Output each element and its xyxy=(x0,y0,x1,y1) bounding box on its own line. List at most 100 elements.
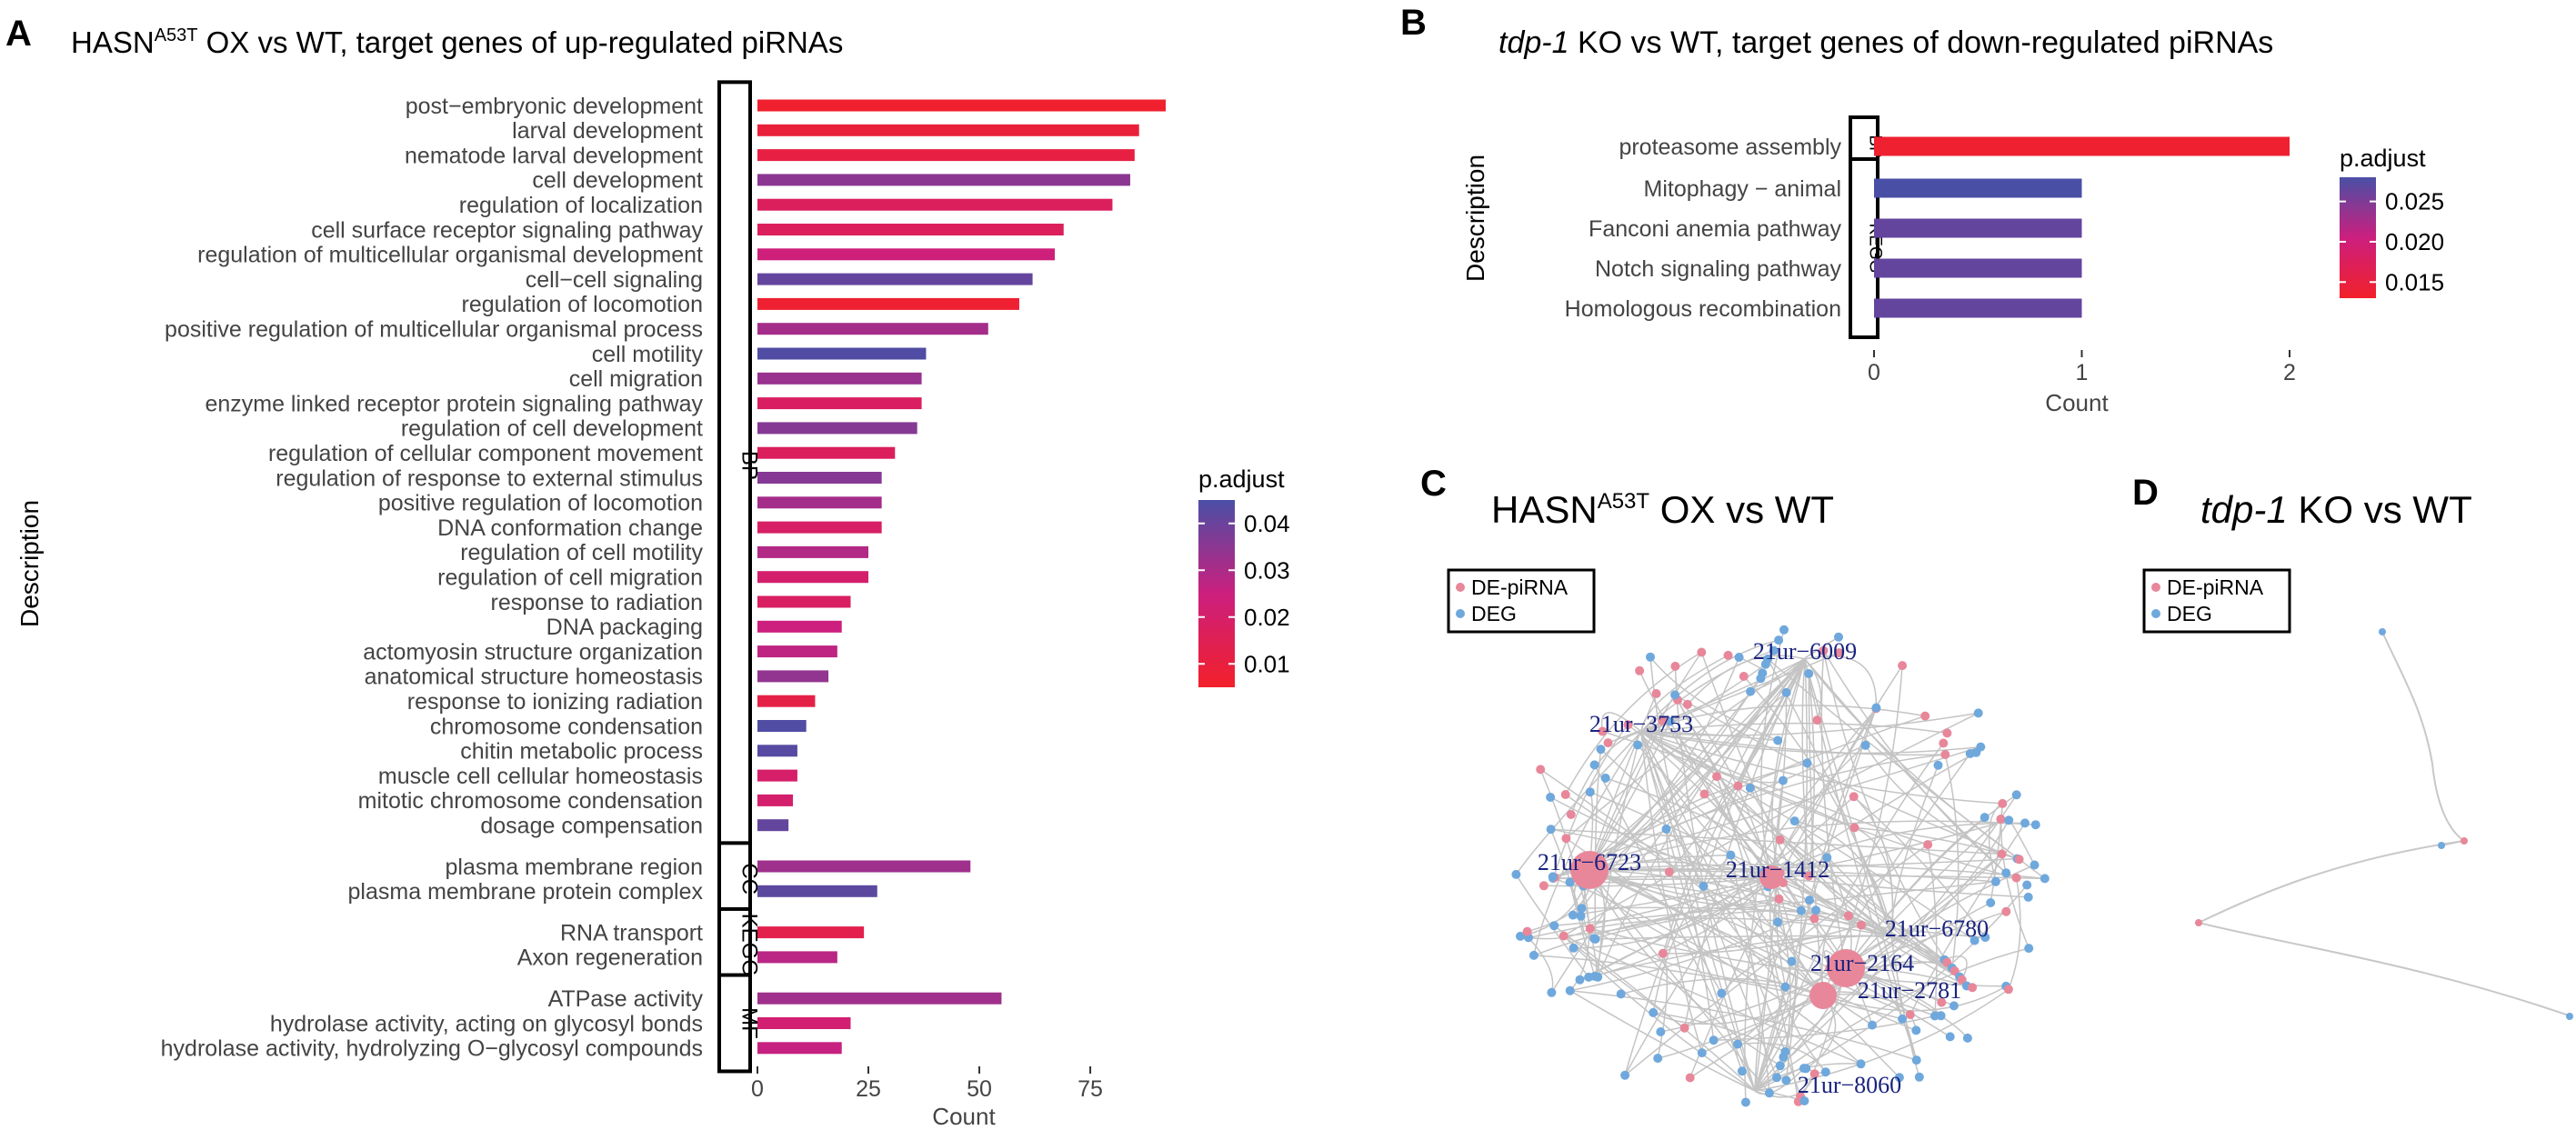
network-edge xyxy=(1804,655,1878,709)
pirna-node xyxy=(1522,926,1532,936)
deg-node xyxy=(1697,1048,1707,1058)
network-edge xyxy=(1640,731,1769,887)
deg-node xyxy=(1746,686,1756,696)
category-label: Mitophagy − animal xyxy=(1644,176,1841,202)
pirna-node xyxy=(1920,711,1930,721)
deg-node xyxy=(1511,869,1521,879)
category-label: proteasome assembly xyxy=(1619,135,1841,160)
deg-node xyxy=(1822,853,1832,863)
deg-node xyxy=(1717,988,1727,998)
bar-a-0-18 xyxy=(757,545,869,558)
hub-label: 21ur−6780 xyxy=(1885,915,1989,942)
bar-a-0-24 xyxy=(757,695,816,707)
deg-node xyxy=(1547,987,1557,997)
category-label: actomyosin structure organization xyxy=(363,639,703,665)
deg-node xyxy=(1799,1096,1809,1105)
bar-a-0-2 xyxy=(757,149,1135,162)
network-edge xyxy=(1600,712,1642,733)
deg-node xyxy=(1929,1011,1940,1021)
deg-node xyxy=(1820,1067,1830,1077)
deg-node xyxy=(1949,1001,1959,1011)
panel-c-letter: C xyxy=(1420,464,1447,504)
panel-b: B tdp-1 KO vs WT, target genes of down-r… xyxy=(1400,3,2444,416)
pirna-node xyxy=(1998,798,2008,808)
network-edge xyxy=(1533,898,1779,956)
panel-c-legend: DE-piRNA DEG xyxy=(1447,568,1596,634)
network-edge xyxy=(1572,876,1772,916)
network-edge xyxy=(1563,872,1781,937)
bar-a-0-26 xyxy=(757,745,797,757)
bar-a-0-17 xyxy=(757,521,882,534)
group-strip-box xyxy=(717,973,752,1074)
pirna-node xyxy=(1939,738,1949,748)
group-strip-box xyxy=(1849,157,1879,339)
panel-d-network xyxy=(2195,628,2573,1020)
network-edge xyxy=(1854,826,1894,937)
panel-d-legend-deg-label: DEG xyxy=(2167,602,2212,625)
network-edge xyxy=(1569,881,1861,1065)
pirna-node xyxy=(1598,726,1608,736)
legend-tick-label: 0.02 xyxy=(1244,604,1290,631)
panel-d-legend-deg-dot xyxy=(2151,609,2160,618)
category-label: cell development xyxy=(532,168,703,194)
deg-node xyxy=(1778,775,1788,785)
category-label: hydrolase activity, acting on glycosyl b… xyxy=(270,1011,703,1036)
network-edge xyxy=(1737,935,1892,1045)
pirna-node xyxy=(1834,648,1844,658)
pirna-node xyxy=(2011,873,2021,883)
panel-d-legend-pirna-label: DE-piRNA xyxy=(2167,575,2264,599)
network-edge xyxy=(1552,745,1981,878)
bar-a-0-20 xyxy=(757,595,851,608)
network-edge xyxy=(1770,752,1977,878)
deg-node xyxy=(1646,652,1655,662)
pirna-node xyxy=(1679,1023,1689,1033)
deg-node xyxy=(2011,790,2021,800)
pirna-node xyxy=(1940,750,1950,759)
panel-b-title-rest: KO vs WT, target genes of down-regulated… xyxy=(1569,25,2274,60)
network-edge xyxy=(1569,882,1596,977)
network-edge xyxy=(1594,749,1602,940)
deg-node xyxy=(1986,898,1996,907)
category-label: regulation of cell motility xyxy=(460,540,703,565)
panel-a-legend-colorbar xyxy=(1198,500,1235,687)
category-label: cell migration xyxy=(569,366,703,392)
hub-label: 21ur−6009 xyxy=(1753,638,1857,665)
network-edge xyxy=(1533,955,1903,1020)
pirna-node xyxy=(1804,871,1814,881)
panel-c-title-main: HASN xyxy=(1491,488,1598,531)
pirna-node xyxy=(1898,661,1908,671)
category-label: regulation of response to external stimu… xyxy=(276,465,703,491)
network-edge xyxy=(1767,658,2046,880)
network-edge xyxy=(1729,855,1770,1094)
panel-b-legend-colorbar xyxy=(2340,177,2376,298)
network-edge xyxy=(1944,754,1960,968)
deg-node xyxy=(1868,1020,1877,1030)
pirna-node xyxy=(1536,765,1546,775)
network-edge xyxy=(1589,720,1664,871)
deg-node xyxy=(1834,632,1843,642)
deg-node xyxy=(1773,735,1783,745)
bar-a-3-1 xyxy=(757,1017,851,1029)
category-label: regulation of cellular component movemen… xyxy=(268,441,703,466)
x-tick-label: 2 xyxy=(2283,360,2296,385)
bar-a-0-28 xyxy=(757,794,794,806)
deg-node xyxy=(1709,1035,1719,1045)
pirna-node xyxy=(1685,1073,1695,1083)
panel-c-title: HASNA53T OX vs WT xyxy=(1491,488,1834,531)
category-label: mitotic chromosome condensation xyxy=(358,788,703,814)
network-edge xyxy=(1749,787,1892,937)
deg-node xyxy=(1781,1075,1791,1085)
deg-node xyxy=(1653,1054,1663,1064)
network-edge xyxy=(1653,1012,1786,1053)
network-edge xyxy=(1779,819,2010,875)
category-label: regulation of locomotion xyxy=(462,292,703,317)
bar-a-0-8 xyxy=(757,297,1019,310)
panel-c-legend-deg-dot xyxy=(1456,609,1465,618)
panel-a-title: HASNA53T OX vs WT, target genes of up-re… xyxy=(71,25,843,59)
deg-node xyxy=(2030,820,2040,830)
legend-tick-label: 0.015 xyxy=(2385,268,2444,295)
panel-d-node-deg xyxy=(2566,1013,2573,1020)
bar-a-0-25 xyxy=(757,720,807,732)
x-tick-label: 0 xyxy=(751,1076,764,1102)
